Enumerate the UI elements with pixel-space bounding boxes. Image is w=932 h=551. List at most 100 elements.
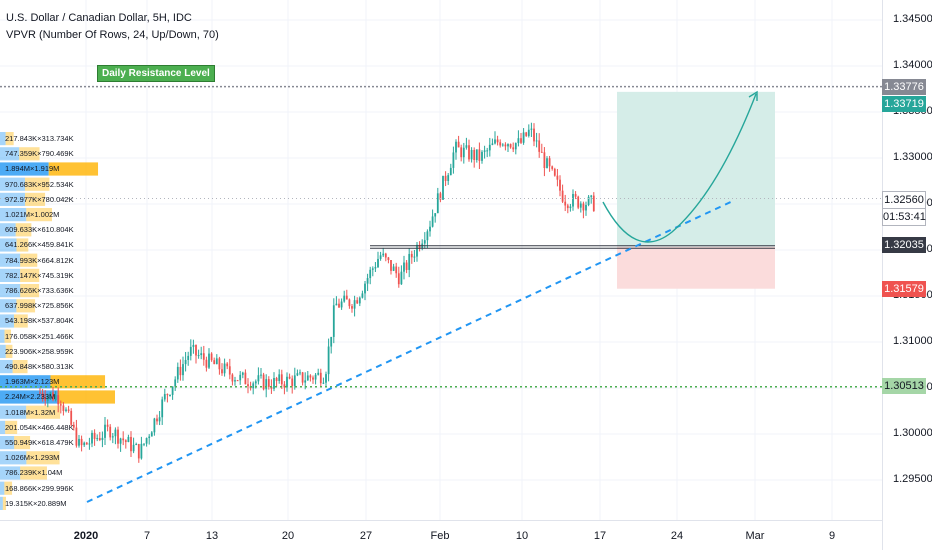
volume-profile-bar-up xyxy=(0,466,21,480)
candle-body xyxy=(488,144,491,151)
candle-body xyxy=(65,409,67,411)
candle-body xyxy=(587,196,590,205)
last-price-tag: 1.32560 xyxy=(882,191,926,209)
candle-body xyxy=(88,443,91,445)
candle-body xyxy=(465,145,468,148)
candle-body xyxy=(317,372,320,375)
volume-profile-bar-down xyxy=(20,268,40,282)
candle-body xyxy=(540,151,543,153)
volume-profile-label: 168.866K×299.996K xyxy=(5,483,74,493)
candle-body xyxy=(91,432,93,444)
volume-profile-bar-down xyxy=(5,344,13,358)
volume-profile-bar-up xyxy=(0,132,6,146)
candle-body xyxy=(174,379,177,387)
candle-body xyxy=(530,128,533,130)
volume-profile-bar-down xyxy=(12,360,28,374)
candle-body xyxy=(205,359,208,368)
candle-body xyxy=(377,258,379,268)
candle-body xyxy=(494,139,496,144)
candle-body xyxy=(106,424,109,427)
candle-body xyxy=(228,366,231,375)
candle-body xyxy=(304,380,307,383)
candle-body xyxy=(340,301,343,308)
candle-body xyxy=(265,379,268,390)
candle-body xyxy=(327,346,330,375)
candle-body xyxy=(169,394,171,396)
entry-price-tag: 1.32035 xyxy=(882,237,926,253)
volume-profile-bar-down xyxy=(16,238,29,252)
candle-body xyxy=(83,442,86,446)
candle-body xyxy=(470,149,473,160)
candle-body xyxy=(577,196,580,208)
volume-profile-label: 609.633K×610.804K xyxy=(5,225,74,235)
candle-body xyxy=(153,418,156,433)
candle-body xyxy=(291,378,294,386)
time-tick: 2020 xyxy=(73,530,99,542)
candle-body xyxy=(161,399,164,418)
countdown-tag: 01:53:41 xyxy=(882,208,926,226)
projection-curve xyxy=(602,93,757,243)
candle-body xyxy=(444,175,447,181)
volume-profile-bar-down xyxy=(20,253,38,267)
resistance-label[interactable]: Daily Resistance Level xyxy=(97,65,215,82)
time-tick: 7 xyxy=(143,530,151,542)
candle-body xyxy=(210,353,213,361)
volume-profile-bar-up xyxy=(0,223,16,237)
candle-body xyxy=(306,375,309,381)
candle-body xyxy=(197,355,200,357)
projection-arrowhead xyxy=(748,90,758,101)
price-tick: 1.31000 xyxy=(893,335,932,347)
candle-body xyxy=(475,149,478,161)
candle-body xyxy=(104,424,106,438)
candle-body xyxy=(319,372,322,384)
price-tick: 1.33000 xyxy=(893,151,932,163)
candle-body xyxy=(358,297,361,304)
candle-body xyxy=(195,344,197,356)
candle-body xyxy=(260,374,262,376)
candle-body xyxy=(322,382,325,384)
candle-body xyxy=(509,144,512,148)
price-tick: 1.30000 xyxy=(893,427,932,439)
candle-body xyxy=(345,295,348,300)
candle-body xyxy=(62,405,65,411)
candle-body xyxy=(551,166,554,169)
volume-profile-label: 1.894M×1.919M xyxy=(5,164,60,174)
candle-body xyxy=(202,353,205,360)
candle-body xyxy=(564,201,567,206)
study-title[interactable]: VPVR (Number Of Rows, 24, Up/Down, 70) xyxy=(6,29,219,41)
candle-body xyxy=(239,374,242,381)
volume-profile-label: 1.963M×2.123M xyxy=(5,377,60,387)
candle-body xyxy=(273,377,275,389)
candle-body xyxy=(114,429,117,437)
candle-body xyxy=(507,144,509,147)
price-tick: 1.29500 xyxy=(893,473,932,485)
stop-zone xyxy=(617,246,775,289)
volume-profile-bar-up xyxy=(0,360,13,374)
candle-body xyxy=(301,372,304,383)
volume-profile-bar-down xyxy=(15,223,32,237)
candle-body xyxy=(236,380,239,382)
volume-profile-bar-up xyxy=(0,238,17,252)
volume-profile-bar-up xyxy=(0,192,26,206)
candle-body xyxy=(127,436,130,443)
candle-body xyxy=(241,372,244,375)
candle-body xyxy=(54,395,57,400)
candle-body xyxy=(189,346,192,356)
candle-body xyxy=(325,374,327,383)
volume-profile-bar-down xyxy=(5,420,18,434)
candle-body xyxy=(491,143,494,145)
candle-body xyxy=(517,138,520,144)
volume-profile-bar-down xyxy=(4,329,11,343)
volume-profile-bar-up xyxy=(0,481,5,495)
volume-profile-bar-down xyxy=(25,192,46,206)
time-axis[interactable] xyxy=(0,520,882,551)
volume-profile-bar-down xyxy=(5,132,14,146)
symbol-title[interactable]: U.S. Dollar / Canadian Dollar, 5H, IDC xyxy=(6,12,192,24)
candle-body xyxy=(148,436,151,439)
volume-profile-bar-up xyxy=(0,375,51,389)
candle-body xyxy=(257,375,260,382)
candle-body xyxy=(80,438,83,446)
candle-body xyxy=(143,443,145,445)
